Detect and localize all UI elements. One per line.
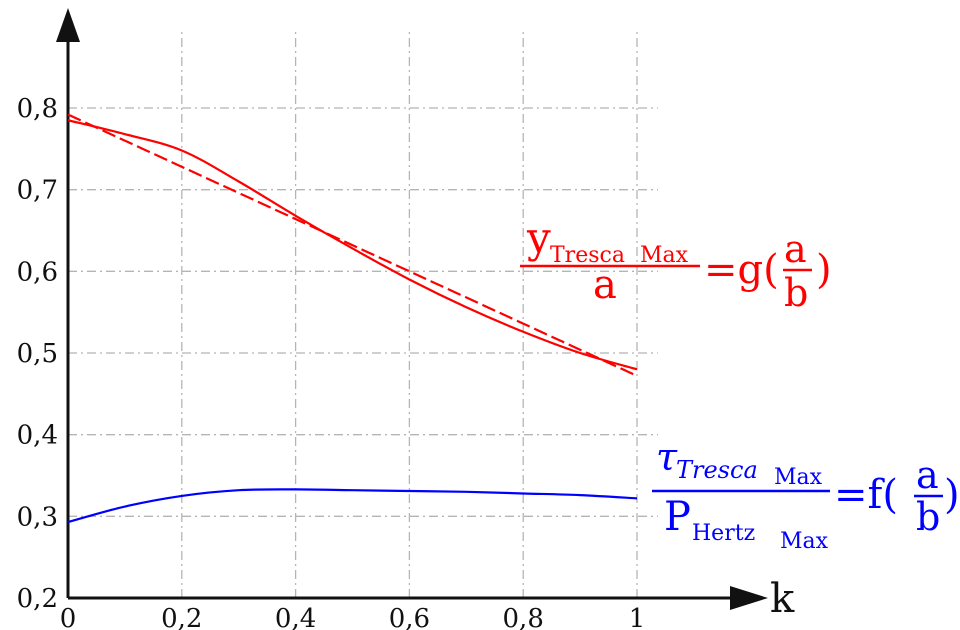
x-tick-label: 1 — [629, 604, 646, 630]
blue-equation: τ Tresca Max P Hertz Max =f( a b ) — [652, 435, 960, 554]
y-axis-arrow-icon — [56, 8, 80, 42]
blue-eq-inner-denominator: b — [916, 495, 940, 539]
x-tick-label: 0,8 — [503, 604, 544, 630]
red-eq-inner-denominator: b — [784, 271, 808, 315]
x-tick-label: 0,4 — [275, 604, 316, 630]
blue-eq-denominator-sub: Hertz — [692, 521, 755, 546]
red-equation: y Tresca Max a =g( a b ) — [520, 213, 832, 315]
x-tick-label: 0,2 — [161, 604, 202, 630]
red-eq-equals: =g( — [704, 247, 779, 293]
x-tick-label: 0 — [60, 604, 77, 630]
blue-eq-inner-numerator: a — [916, 453, 939, 497]
y-tick-label: 0,7 — [17, 176, 58, 206]
series-line-2-dashed — [67, 113, 638, 377]
red-eq-numerator-sub: Tresca — [550, 243, 625, 268]
blue-eq-numerator: τ — [656, 435, 678, 479]
blue-eq-denominator-subsub: Max — [780, 529, 829, 554]
y-tick-label: 0,6 — [17, 257, 58, 287]
axes: k — [56, 8, 795, 622]
x-tick-label: 0,6 — [389, 604, 430, 630]
red-eq-numerator: y — [526, 213, 551, 262]
y-tick-label: 0,3 — [17, 502, 58, 532]
red-eq-inner-numerator: a — [784, 227, 807, 271]
y-tick-label: 0,8 — [17, 94, 58, 124]
y-tick-label: 0,5 — [17, 339, 58, 369]
blue-eq-numerator-subsub: Max — [774, 465, 823, 490]
blue-eq-close: ) — [944, 472, 960, 518]
tick-labels: 0 0,2 0,4 0,6 0,8 10,20,30,40,50,60,70,8 — [17, 94, 646, 630]
red-eq-numerator-subsub: Max — [640, 243, 689, 268]
series-lines — [67, 113, 638, 524]
y-tick-label: 0,2 — [17, 584, 58, 614]
x-axis-label: k — [770, 576, 795, 622]
blue-eq-denominator: P — [664, 494, 691, 540]
y-tick-label: 0,4 — [17, 421, 58, 451]
red-eq-denominator: a — [593, 262, 617, 308]
blue-eq-numerator-sub: Tresca — [676, 456, 758, 484]
grid — [68, 30, 658, 598]
red-eq-close: ) — [816, 247, 832, 293]
series-line-1 — [67, 119, 638, 371]
blue-eq-equals: =f( — [834, 472, 898, 518]
series-line-3 — [67, 488, 638, 524]
x-axis-arrow-icon — [730, 586, 768, 610]
